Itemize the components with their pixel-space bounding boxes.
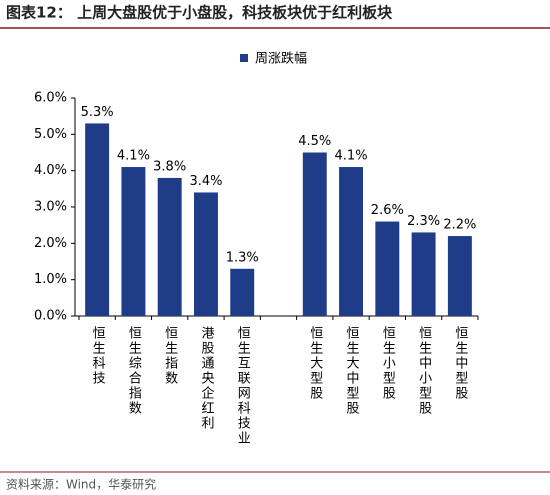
bar <box>121 167 146 316</box>
x-tick-label: 港股通央企红利 <box>198 326 214 431</box>
bar <box>447 236 472 316</box>
x-tick-label: 恒生大中型股 <box>344 326 360 416</box>
value-label: 2.2% <box>443 218 476 233</box>
chart-title: 图表12： 上周大盘股优于小盘股，科技板块优于红利板块 <box>6 4 393 22</box>
source: 资料来源：Wind，华泰研究 <box>6 477 156 492</box>
x-tick-label: 恒生小型股 <box>380 326 396 401</box>
bar <box>411 232 436 316</box>
y-tick-label: 0.0% <box>34 309 67 324</box>
value-label: 2.6% <box>371 203 404 218</box>
value-label: 1.3% <box>226 250 259 265</box>
y-tick-label: 1.0% <box>34 272 67 287</box>
bar <box>157 177 182 316</box>
value-label: 4.1% <box>335 149 368 164</box>
value-label: 4.1% <box>117 149 150 164</box>
x-tick-label: 恒生指数 <box>162 326 178 386</box>
y-tick-label: 5.0% <box>34 127 67 142</box>
x-tick-label: 恒生大型股 <box>307 326 323 401</box>
legend-swatch <box>240 54 248 62</box>
value-label: 2.3% <box>407 214 440 229</box>
value-label: 5.3% <box>81 105 114 120</box>
bar <box>230 268 255 316</box>
y-tick-label: 6.0% <box>34 91 67 106</box>
x-tick-label: 恒生综合指数 <box>126 326 142 416</box>
value-label: 3.8% <box>153 159 186 174</box>
y-tick-label: 4.0% <box>34 163 67 178</box>
y-tick-label: 2.0% <box>34 236 67 251</box>
bar <box>302 152 327 316</box>
bar <box>375 221 400 316</box>
x-tick-label: 恒生中型股 <box>452 326 468 401</box>
bar <box>339 167 364 316</box>
bar <box>193 192 218 316</box>
value-label: 3.4% <box>189 174 222 189</box>
x-tick-label: 恒生中小型股 <box>416 326 432 416</box>
x-tick-label: 恒生科技 <box>90 326 106 386</box>
bar <box>85 123 110 316</box>
y-tick-label: 3.0% <box>34 200 67 215</box>
x-tick-label: 恒生互联网科技业 <box>235 326 251 446</box>
value-label: 4.5% <box>298 134 331 149</box>
legend-label: 周涨跌幅 <box>255 51 307 67</box>
